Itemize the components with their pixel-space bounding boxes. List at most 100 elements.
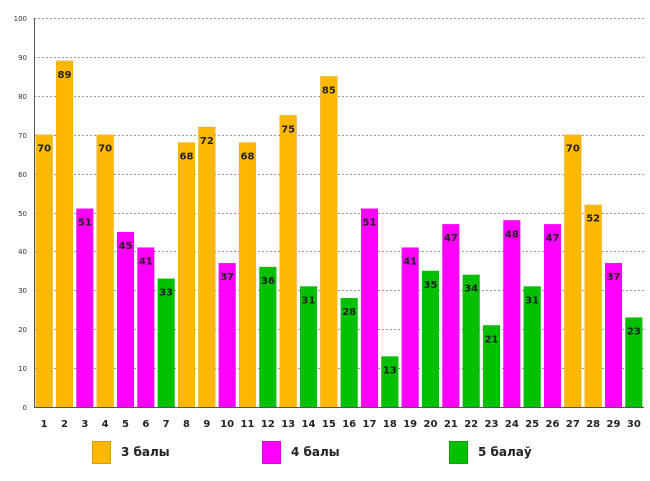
x-tick-label-27: 27 (566, 419, 580, 430)
x-tick-label-13: 13 (281, 419, 295, 430)
data-label-25: 31 (525, 295, 539, 306)
x-tick-label-28: 28 (586, 419, 600, 430)
data-label-22: 34 (464, 284, 478, 295)
x-tick-label-19: 19 (403, 419, 417, 430)
y-tick-label-30: 30 (18, 287, 27, 295)
x-tick-label-17: 17 (363, 419, 377, 430)
x-axis: 1 2 3 4 5 6 7 8 9 10 11 12 13 14 15 16 17 18 19 20 21 22 23 24 2… (34, 407, 644, 430)
x-tick-label-30: 30 (627, 419, 641, 430)
bar-13 (279, 115, 297, 408)
x-tick-label-25: 25 (525, 419, 539, 430)
x-tick-label-22: 22 (464, 419, 478, 430)
legend-swatch-5-balau (449, 440, 468, 464)
bar-29 (604, 262, 623, 408)
data-label-17: 51 (363, 218, 377, 229)
y-tick-label-60: 60 (18, 171, 27, 179)
bar-2 (55, 60, 74, 408)
y-tick-label-0: 0 (23, 404, 27, 412)
legend-swatch-4-baly (262, 440, 281, 464)
data-label-24: 48 (505, 229, 519, 240)
x-tick-label-24: 24 (505, 419, 519, 430)
bar-12 (259, 266, 277, 408)
x-tick-label-5: 5 (122, 419, 129, 430)
y-axis: 0 10 20 30 40 50 60 70 80 90 100 (14, 15, 35, 412)
bar-10 (218, 262, 236, 408)
data-label-30: 23 (627, 327, 641, 338)
x-tick-label-10: 10 (220, 419, 234, 430)
legend-label-3-baly: 3 балы (121, 445, 170, 459)
data-label-2: 89 (58, 70, 72, 81)
data-label-18: 13 (383, 365, 397, 376)
bars (35, 60, 643, 408)
y-tick-label-90: 90 (18, 54, 27, 62)
bar-11 (238, 142, 257, 408)
data-label-1: 70 (37, 144, 51, 155)
x-tick-label-29: 29 (607, 419, 621, 430)
data-label-4: 70 (98, 144, 112, 155)
y-tick-label-10: 10 (18, 365, 27, 373)
x-tick-label-8: 8 (183, 419, 190, 430)
x-tick-label-16: 16 (342, 419, 356, 430)
data-label-6: 41 (139, 257, 153, 268)
bar-3 (76, 208, 94, 408)
bar-6 (137, 247, 155, 408)
x-tick-label-14: 14 (302, 419, 316, 430)
bar-9 (198, 126, 216, 408)
data-label-9: 72 (200, 136, 214, 147)
legend-label-5-balau: 5 балаў (478, 445, 532, 459)
data-label-15: 85 (322, 85, 336, 96)
x-tick-label-12: 12 (261, 419, 275, 430)
x-tick-label-4: 4 (102, 419, 109, 430)
y-tick-label-20: 20 (18, 326, 27, 334)
data-label-16: 28 (342, 307, 356, 318)
data-label-14: 31 (302, 295, 316, 306)
bar-8 (177, 142, 196, 408)
bar-21 (442, 223, 460, 408)
bar-20 (421, 270, 440, 408)
x-tick-label-11: 11 (241, 419, 255, 430)
bar-15 (320, 76, 338, 408)
bar-27 (564, 134, 582, 408)
bar-19 (401, 247, 419, 408)
legend: 3 балы 4 балы 5 балаў (0, 440, 650, 470)
bar-18 (381, 356, 399, 408)
data-label-23: 21 (485, 334, 499, 345)
y-tick-label-80: 80 (18, 93, 27, 101)
y-tick-label-40: 40 (18, 248, 27, 256)
x-tick-label-15: 15 (322, 419, 336, 430)
bar-17 (360, 208, 379, 408)
data-label-21: 47 (444, 233, 458, 244)
data-label-29: 37 (607, 272, 621, 283)
data-label-12: 36 (261, 276, 275, 287)
data-label-5: 45 (119, 241, 133, 252)
data-label-28: 52 (586, 214, 600, 225)
data-label-19: 41 (403, 257, 417, 268)
data-label-11: 68 (241, 151, 255, 162)
y-tick-label-50: 50 (18, 210, 27, 218)
x-tick-label-1: 1 (41, 419, 48, 430)
legend-label-4-baly: 4 балы (291, 445, 340, 459)
data-label-26: 47 (546, 233, 560, 244)
data-label-20: 35 (424, 280, 438, 291)
x-tick-label-3: 3 (81, 419, 88, 430)
x-tick-label-6: 6 (142, 419, 149, 430)
y-tick-label-70: 70 (18, 132, 27, 140)
bar-28 (584, 204, 602, 408)
legend-item-4-baly: 4 балы (262, 440, 340, 464)
legend-item-3-baly: 3 балы (92, 440, 170, 464)
x-tick-label-2: 2 (61, 419, 68, 430)
x-tick-label-21: 21 (444, 419, 458, 430)
data-labels: 70 89 51 70 45 41 33 68 72 37 68 36 75 31 85 28 51 13 41 35… (37, 70, 641, 377)
bar-24 (503, 220, 521, 408)
x-tick-label-26: 26 (546, 419, 560, 430)
y-tick-label-100: 100 (14, 15, 27, 23)
x-tick-label-9: 9 (203, 419, 210, 430)
gridlines (34, 18, 644, 408)
legend-swatch-3-baly (92, 440, 111, 464)
data-label-13: 75 (281, 124, 295, 135)
data-label-3: 51 (78, 218, 92, 229)
data-label-8: 68 (180, 151, 194, 162)
bar-5 (116, 231, 135, 408)
data-label-10: 37 (220, 272, 234, 283)
